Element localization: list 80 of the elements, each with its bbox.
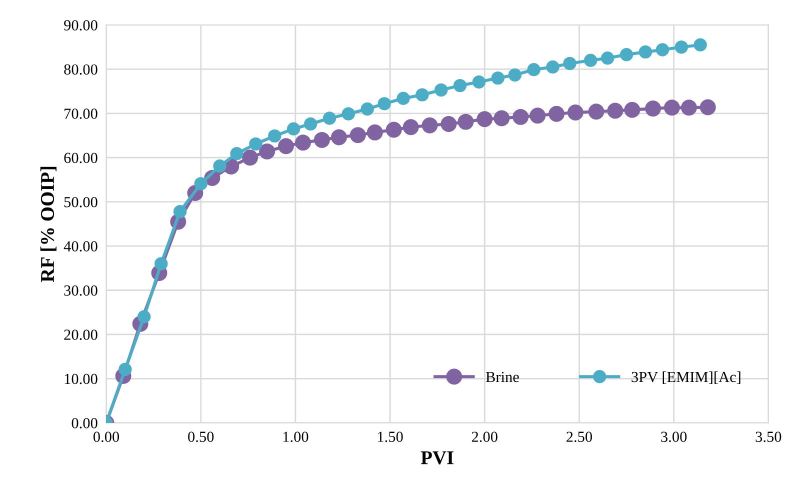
point bbox=[230, 147, 244, 160]
x-axis-title: PVI bbox=[420, 451, 454, 464]
point bbox=[680, 100, 697, 116]
point bbox=[645, 100, 661, 117]
x-tick-label: 0.00 bbox=[93, 432, 120, 442]
point bbox=[491, 71, 504, 85]
point bbox=[194, 177, 208, 190]
point bbox=[674, 40, 688, 54]
point bbox=[620, 48, 634, 62]
point bbox=[434, 83, 448, 97]
point bbox=[259, 143, 276, 160]
point bbox=[601, 52, 614, 65]
point bbox=[422, 117, 438, 134]
point bbox=[584, 54, 598, 67]
y-tick-label: 30.00 bbox=[64, 285, 98, 296]
point bbox=[527, 63, 540, 76]
point bbox=[242, 150, 258, 166]
point bbox=[512, 108, 529, 125]
point bbox=[494, 110, 510, 126]
y-tick-label: 20.00 bbox=[64, 330, 98, 340]
point bbox=[378, 97, 391, 110]
x-tick-label: 1.50 bbox=[378, 432, 403, 442]
point bbox=[440, 116, 457, 132]
point bbox=[530, 108, 546, 124]
point bbox=[546, 60, 560, 74]
point bbox=[366, 124, 383, 140]
point bbox=[476, 111, 493, 128]
point bbox=[548, 106, 565, 122]
point bbox=[453, 78, 467, 92]
point bbox=[700, 99, 716, 116]
x-tick-label: 2.00 bbox=[472, 432, 498, 442]
point bbox=[508, 68, 522, 82]
y-tick-label: 10.00 bbox=[64, 374, 98, 384]
point bbox=[314, 132, 330, 148]
y-tick-label: 60.00 bbox=[64, 152, 98, 164]
point bbox=[567, 104, 584, 121]
legend-label: Brine bbox=[486, 372, 519, 382]
legend-label: 3PV [EMIM][Ac] bbox=[632, 371, 740, 384]
y-tick-label: 40.00 bbox=[64, 241, 98, 252]
point bbox=[472, 75, 486, 89]
point bbox=[638, 45, 652, 59]
y-tick-label: 90.00 bbox=[64, 20, 98, 31]
point bbox=[278, 138, 294, 154]
point bbox=[458, 114, 474, 130]
point bbox=[268, 129, 282, 143]
point bbox=[360, 102, 374, 116]
x-tick-label: 1.00 bbox=[283, 432, 308, 442]
point bbox=[588, 104, 604, 120]
y-tick-label: 0.00 bbox=[72, 418, 98, 428]
point bbox=[664, 100, 680, 116]
point bbox=[249, 137, 262, 151]
point bbox=[694, 38, 707, 52]
point bbox=[295, 134, 312, 151]
y-axis-title: RF [% OOIP] bbox=[40, 166, 56, 282]
point bbox=[330, 129, 347, 146]
point bbox=[342, 107, 356, 120]
point bbox=[322, 112, 336, 125]
point bbox=[173, 204, 187, 218]
x-tick-label: 0.50 bbox=[188, 432, 214, 442]
point bbox=[396, 92, 410, 105]
point bbox=[416, 88, 429, 102]
x-tick-label: 3.50 bbox=[756, 432, 782, 442]
point bbox=[154, 257, 168, 270]
point bbox=[402, 119, 419, 136]
point bbox=[213, 159, 226, 173]
point bbox=[563, 56, 576, 70]
y-tick-label: 50.00 bbox=[64, 196, 98, 208]
point bbox=[118, 362, 132, 376]
point bbox=[350, 127, 366, 144]
point bbox=[286, 122, 300, 136]
point bbox=[304, 117, 318, 131]
x-tick-label: 3.00 bbox=[661, 432, 687, 442]
y-tick-label: 70.00 bbox=[64, 108, 98, 119]
point bbox=[138, 310, 151, 324]
point bbox=[607, 102, 624, 119]
y-tick-label: 80.00 bbox=[64, 64, 98, 75]
point bbox=[656, 43, 670, 56]
point bbox=[386, 122, 402, 138]
x-tick-label: 2.50 bbox=[566, 432, 592, 442]
point bbox=[624, 102, 640, 118]
